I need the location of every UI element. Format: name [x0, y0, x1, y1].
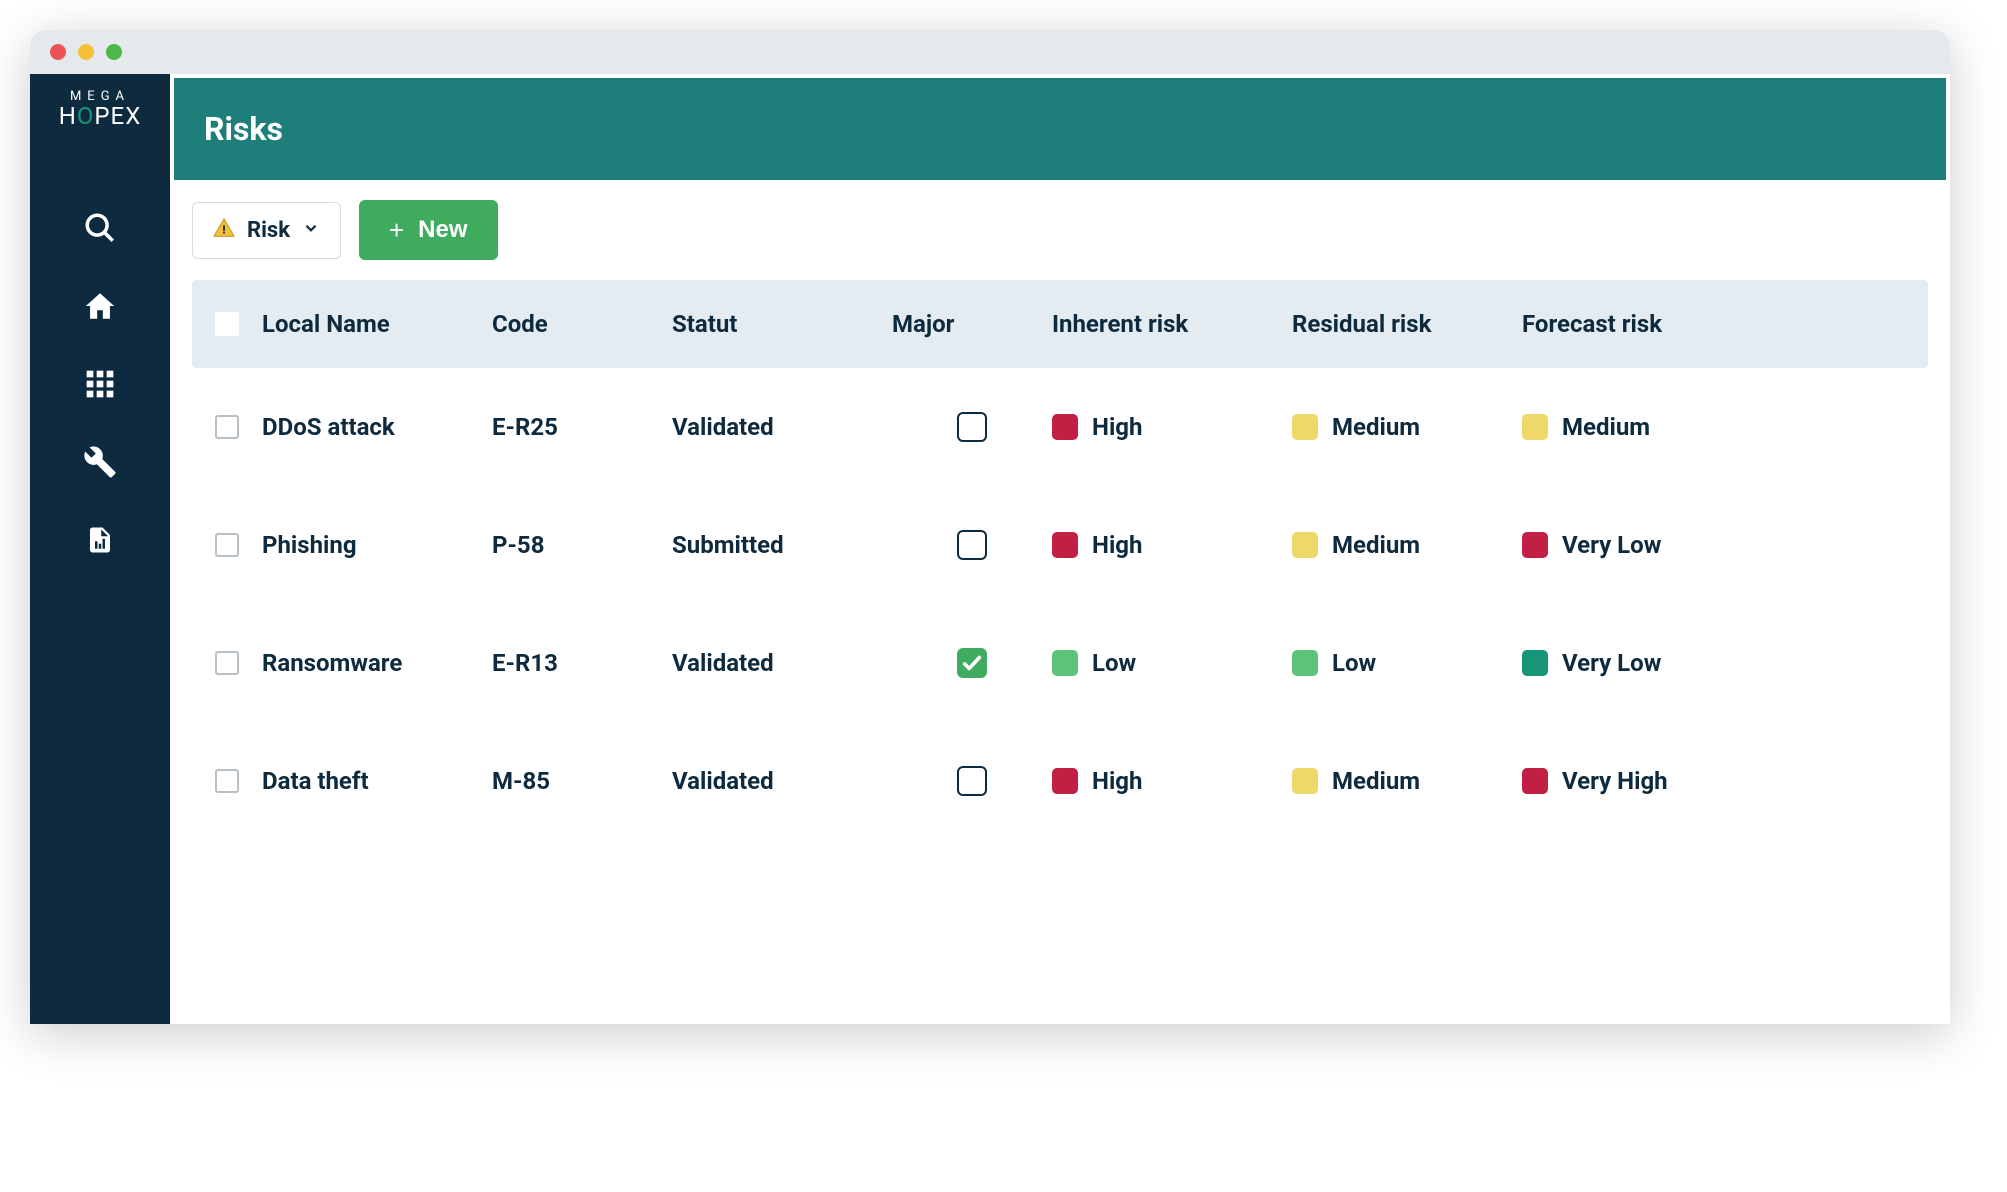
column-local-name: Local Name — [262, 310, 492, 338]
column-major: Major — [892, 310, 1052, 338]
column-statut: Statut — [672, 310, 892, 338]
brand-logo-bottom: HOPEX — [59, 102, 141, 130]
cell-inherent-risk: High — [1052, 767, 1292, 795]
risk-filter-dropdown[interactable]: Risk — [192, 202, 341, 259]
table-body: DDoS attackE-R25ValidatedHighMediumMediu… — [192, 368, 1928, 840]
risk-swatch — [1522, 768, 1548, 794]
risk-label: Medium — [1332, 531, 1420, 559]
cell-residual-risk: Medium — [1292, 767, 1522, 795]
risk-filter-label: Risk — [247, 218, 290, 243]
risk-label: Low — [1332, 649, 1376, 677]
cell-local-name[interactable]: Data theft — [262, 767, 492, 795]
risk-label: Medium — [1562, 413, 1650, 441]
major-checkbox[interactable] — [957, 530, 987, 560]
cell-local-name[interactable]: DDoS attack — [262, 413, 492, 441]
risks-table: Local Name Code Statut Major Inherent ri… — [170, 280, 1950, 840]
cell-inherent-risk: High — [1052, 413, 1292, 441]
risk-label: Very Low — [1562, 531, 1661, 559]
page-title: Risks — [174, 78, 1946, 180]
risk-swatch — [1052, 532, 1078, 558]
major-checkbox[interactable] — [957, 648, 987, 678]
apps-grid-icon[interactable] — [82, 366, 118, 402]
window-frame: MEGA HOPEX Risks — [30, 30, 1950, 1024]
table-row: DDoS attackE-R25Validated High Medium Mediu… — [192, 368, 1928, 486]
minimize-window-icon[interactable] — [78, 44, 94, 60]
cell-code: E-R25 — [492, 413, 672, 441]
row-checkbox[interactable] — [215, 769, 239, 793]
risk-label: Very High — [1562, 767, 1668, 795]
risk-label: High — [1092, 413, 1142, 441]
table-row: PhishingP-58Submitted High Medium Very Low — [192, 486, 1928, 604]
cell-statut: Validated — [672, 649, 892, 677]
new-button-label: New — [418, 216, 467, 244]
table-row: Data theftM-85Validated High Medium Very Hi… — [192, 722, 1928, 840]
risk-swatch — [1292, 414, 1318, 440]
table-row: RansomwareE-R13Validated Low Low Very Low — [192, 604, 1928, 722]
close-window-icon[interactable] — [50, 44, 66, 60]
cell-code: P-58 — [492, 531, 672, 559]
tools-icon[interactable] — [82, 444, 118, 480]
risk-swatch — [1522, 650, 1548, 676]
risk-label: Medium — [1332, 767, 1420, 795]
chevron-down-icon — [302, 219, 320, 241]
maximize-window-icon[interactable] — [106, 44, 122, 60]
cell-code: E-R13 — [492, 649, 672, 677]
window-titlebar — [30, 30, 1950, 74]
warning-icon — [213, 217, 235, 244]
row-checkbox[interactable] — [215, 533, 239, 557]
sidebar: MEGA HOPEX — [30, 74, 170, 1024]
column-residual: Residual risk — [1292, 310, 1522, 338]
cell-forecast-risk: Very High — [1522, 767, 1752, 795]
major-checkbox[interactable] — [957, 412, 987, 442]
risk-swatch — [1522, 414, 1548, 440]
row-checkbox[interactable] — [215, 651, 239, 675]
cell-code: M-85 — [492, 767, 672, 795]
risk-label: High — [1092, 531, 1142, 559]
column-code: Code — [492, 310, 672, 338]
cell-inherent-risk: Low — [1052, 649, 1292, 677]
app-body: MEGA HOPEX Risks — [30, 74, 1950, 1024]
cell-forecast-risk: Medium — [1522, 413, 1752, 441]
risk-swatch — [1052, 414, 1078, 440]
cell-local-name[interactable]: Ransomware — [262, 649, 492, 677]
plus-icon: + — [389, 217, 404, 243]
cell-local-name[interactable]: Phishing — [262, 531, 492, 559]
risk-swatch — [1292, 768, 1318, 794]
cell-inherent-risk: High — [1052, 531, 1292, 559]
major-checkbox[interactable] — [957, 766, 987, 796]
risk-swatch — [1052, 650, 1078, 676]
risk-label: Medium — [1332, 413, 1420, 441]
toolbar: Risk + New — [170, 180, 1950, 280]
new-button[interactable]: + New — [359, 200, 498, 260]
risk-swatch — [1522, 532, 1548, 558]
cell-residual-risk: Medium — [1292, 531, 1522, 559]
cell-residual-risk: Low — [1292, 649, 1522, 677]
cell-statut: Validated — [672, 767, 892, 795]
main-content: Risks Risk + New — [170, 74, 1950, 1024]
cell-statut: Validated — [672, 413, 892, 441]
search-icon[interactable] — [82, 210, 118, 246]
risk-label: Very Low — [1562, 649, 1661, 677]
cell-statut: Submitted — [672, 531, 892, 559]
reports-icon[interactable] — [82, 522, 118, 558]
risk-label: High — [1092, 767, 1142, 795]
risk-swatch — [1052, 768, 1078, 794]
cell-forecast-risk: Very Low — [1522, 531, 1752, 559]
cell-residual-risk: Medium — [1292, 413, 1522, 441]
column-forecast: Forecast risk — [1522, 310, 1752, 338]
row-checkbox[interactable] — [215, 415, 239, 439]
risk-swatch — [1292, 650, 1318, 676]
home-icon[interactable] — [82, 288, 118, 324]
brand-logo: MEGA HOPEX — [49, 89, 151, 130]
risk-label: Low — [1092, 649, 1136, 677]
column-inherent: Inherent risk — [1052, 310, 1292, 338]
risk-swatch — [1292, 532, 1318, 558]
select-all-checkbox[interactable] — [215, 312, 239, 336]
table-header: Local Name Code Statut Major Inherent ri… — [192, 280, 1928, 368]
cell-forecast-risk: Very Low — [1522, 649, 1752, 677]
